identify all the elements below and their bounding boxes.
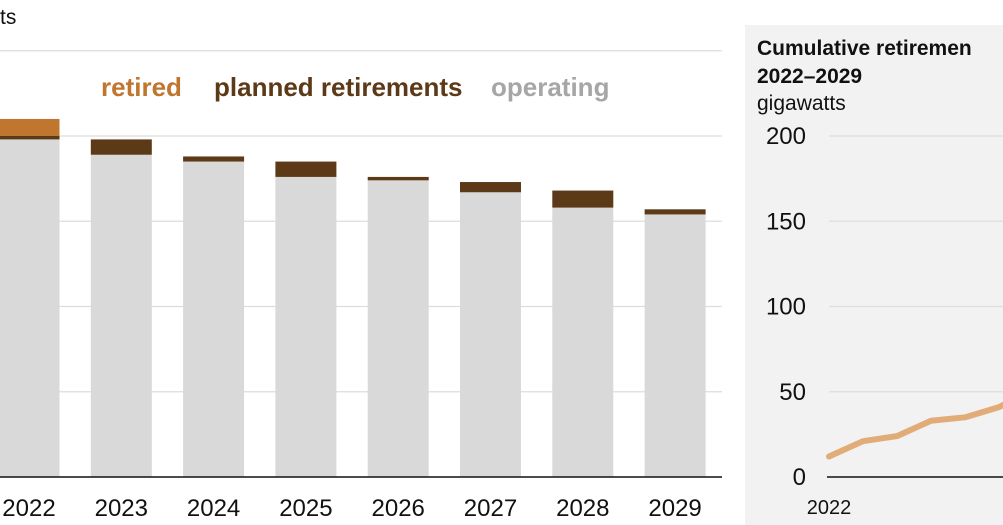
bar-2027-operating <box>460 192 521 477</box>
left-x-tick-2028: 2028 <box>556 495 609 522</box>
left-x-tick-2022: 2022 <box>2 495 55 522</box>
right-y-tick-50: 50 <box>779 379 806 406</box>
legend-item-operating: operating <box>491 72 609 102</box>
left-x-tick-labels: 2022 2023 2024 2025 2026 2027 2028 2029 <box>2 495 701 522</box>
legend-item-planned-retirements: planned retirements <box>214 72 463 102</box>
right-title-line-2: 2022–2029 <box>757 65 862 88</box>
cumulative-retirements-line <box>826 401 1003 460</box>
right-y-tick-labels: 0 50 100 150 200 <box>766 123 806 491</box>
left-unit-label: ts <box>0 6 16 29</box>
legend: retired planned retirements operating <box>101 72 609 102</box>
right-y-tick-200: 200 <box>766 123 806 150</box>
right-y-tick-100: 100 <box>766 294 806 321</box>
left-x-tick-2024: 2024 <box>187 495 240 522</box>
right-y-tick-0: 0 <box>793 464 806 491</box>
bar-2023-operating <box>90 154 152 477</box>
left-x-tick-2025: 2025 <box>279 495 332 522</box>
bar-2022-planned <box>0 136 60 140</box>
bar-2029-operating <box>644 214 706 477</box>
left-x-tick-2026: 2026 <box>372 495 425 522</box>
bar-2025-operating <box>275 176 337 478</box>
bar-2028-planned <box>552 190 614 208</box>
left-bars <box>0 118 706 478</box>
left-x-tick-2027: 2027 <box>464 495 517 522</box>
right-y-tick-150: 150 <box>766 208 806 235</box>
bar-2027-planned <box>460 182 521 193</box>
right-unit-label: gigawatts <box>757 92 846 115</box>
left-x-tick-2023: 2023 <box>95 495 148 522</box>
bar-2026-operating <box>367 180 429 477</box>
right-gridlines <box>829 135 1003 393</box>
bar-2026-planned <box>367 176 429 181</box>
bar-2022-retired <box>0 118 60 136</box>
left-x-tick-2029: 2029 <box>648 495 701 522</box>
bar-2028-operating <box>552 207 614 478</box>
bar-2024-operating <box>183 161 245 477</box>
bar-2022-operating <box>0 139 60 477</box>
legend-item-retired: retired <box>101 72 182 102</box>
bar-2024-planned <box>183 156 245 162</box>
bar-2025-planned <box>275 161 337 177</box>
bar-2029-planned <box>644 209 706 215</box>
right-title-line-1: Cumulative retiremen <box>757 37 972 60</box>
right-x-tick-2022: 2022 <box>807 497 852 519</box>
bar-2023-planned <box>90 139 152 155</box>
